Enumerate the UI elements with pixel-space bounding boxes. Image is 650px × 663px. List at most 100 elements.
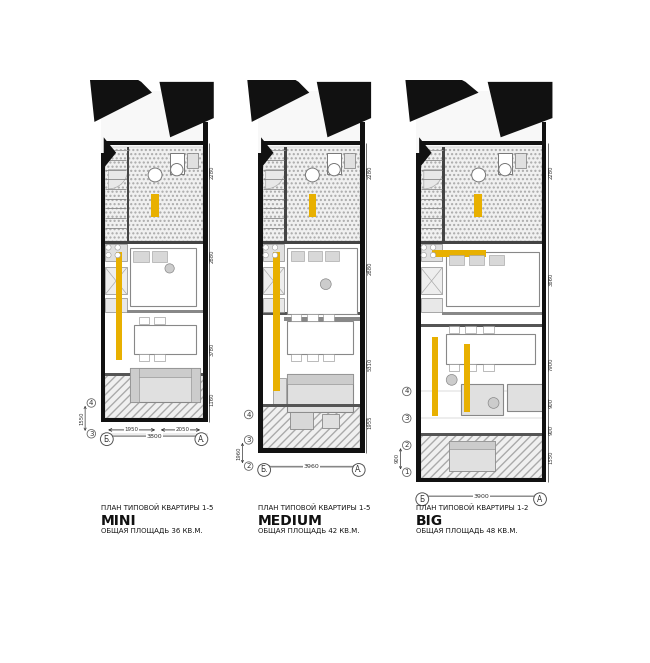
Text: Б.: Б. (261, 465, 268, 475)
Bar (421, 245, 541, 436)
Circle shape (421, 245, 426, 250)
Bar (274, 377, 286, 404)
Bar (203, 122, 207, 422)
Text: BIG: BIG (416, 514, 443, 528)
Bar (448, 255, 464, 265)
Text: 2: 2 (246, 463, 251, 469)
Bar (445, 333, 534, 365)
Circle shape (306, 168, 319, 182)
Text: 1160: 1160 (210, 392, 215, 406)
Bar (152, 251, 167, 262)
Text: 3800: 3800 (146, 434, 162, 438)
Bar (421, 147, 541, 241)
Bar (105, 267, 127, 294)
Bar (443, 147, 445, 241)
Text: 1550: 1550 (549, 450, 554, 463)
Circle shape (165, 264, 174, 273)
Circle shape (421, 253, 426, 258)
Bar (138, 318, 150, 324)
Bar (263, 406, 360, 448)
Text: MINI: MINI (101, 514, 136, 528)
Circle shape (106, 253, 111, 258)
Text: 3: 3 (404, 415, 409, 422)
Bar (507, 384, 544, 410)
Bar (101, 152, 105, 422)
Text: 1: 1 (404, 469, 409, 475)
Text: 3900: 3900 (473, 494, 489, 499)
Text: А.: А. (198, 435, 205, 444)
Bar (432, 337, 437, 416)
Bar (133, 251, 149, 262)
Bar (263, 241, 360, 245)
Bar (105, 141, 203, 145)
Bar (187, 152, 198, 168)
Wedge shape (424, 170, 443, 189)
Text: 2280: 2280 (210, 165, 215, 179)
Bar (307, 251, 322, 261)
Text: 900: 900 (549, 398, 554, 408)
Text: 1960: 1960 (237, 446, 242, 459)
Bar (483, 326, 493, 333)
Bar (464, 345, 471, 412)
Bar (291, 314, 302, 321)
Text: 900: 900 (395, 453, 400, 463)
Bar (105, 245, 203, 375)
Circle shape (263, 253, 268, 258)
Bar (360, 122, 365, 453)
Bar (309, 194, 317, 217)
Circle shape (447, 375, 457, 385)
Bar (263, 298, 284, 312)
Text: 4: 4 (89, 400, 94, 406)
Bar (421, 241, 541, 245)
Circle shape (430, 245, 436, 250)
Text: 2: 2 (404, 442, 409, 448)
Text: 3780: 3780 (210, 342, 215, 356)
Bar (421, 267, 443, 294)
Bar (105, 298, 127, 312)
Bar (448, 365, 460, 371)
Polygon shape (419, 137, 432, 168)
Bar (287, 374, 354, 412)
Bar (290, 412, 313, 429)
Bar (130, 367, 200, 377)
Bar (322, 414, 339, 428)
Bar (344, 152, 355, 168)
Circle shape (170, 164, 183, 176)
Text: 2280: 2280 (367, 165, 372, 179)
Bar (465, 326, 476, 333)
Bar (323, 353, 334, 361)
Bar (421, 298, 443, 312)
Bar (101, 418, 207, 422)
Bar (105, 241, 203, 245)
Text: 4: 4 (246, 412, 251, 418)
Circle shape (472, 168, 486, 182)
Bar (307, 353, 318, 361)
Bar (263, 141, 360, 145)
Bar (474, 194, 482, 217)
Polygon shape (317, 82, 371, 137)
Bar (498, 152, 512, 174)
Bar (154, 318, 165, 324)
Bar (448, 442, 495, 471)
Bar (291, 353, 302, 361)
Text: 1955: 1955 (367, 416, 372, 429)
Wedge shape (266, 170, 285, 189)
Bar (489, 255, 504, 265)
Bar (127, 310, 203, 313)
Bar (541, 122, 546, 482)
Bar (287, 248, 357, 314)
Bar (445, 252, 538, 306)
Bar (443, 312, 541, 315)
Circle shape (272, 245, 278, 250)
Bar (190, 367, 200, 402)
Circle shape (320, 279, 332, 290)
Bar (284, 318, 360, 321)
Text: 2050: 2050 (176, 428, 190, 432)
Bar (127, 147, 129, 241)
Text: ОБЩАЯ ПЛОЩАДЬ 36 КВ.М.: ОБЩАЯ ПЛОЩАДЬ 36 КВ.М. (101, 528, 202, 534)
Bar (448, 326, 460, 333)
Text: 4: 4 (404, 389, 409, 394)
Bar (416, 152, 421, 482)
Text: 3660: 3660 (549, 273, 554, 286)
Polygon shape (86, 49, 152, 122)
